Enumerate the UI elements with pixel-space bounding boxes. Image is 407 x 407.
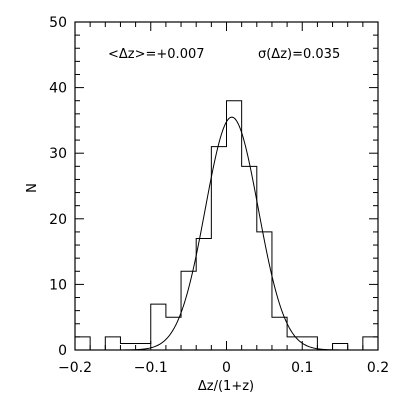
axis-ticks <box>74 21 379 351</box>
y-tick-labels: 0 10 20 30 40 50 <box>49 15 67 359</box>
x-tick-label: −0.2 <box>58 360 92 376</box>
x-tick-label: −0.1 <box>134 360 168 376</box>
histogram-steps <box>74 100 379 351</box>
y-tick-label: 10 <box>49 277 67 293</box>
gaussian-fit-curve <box>75 116 378 351</box>
x-tick-label: 0.2 <box>367 360 389 376</box>
y-tick-label: 0 <box>58 343 67 359</box>
x-tick-label: 0.1 <box>291 360 313 376</box>
y-tick-label: 30 <box>49 146 67 162</box>
x-tick-label: 0 <box>222 360 231 376</box>
y-tick-label: 20 <box>49 212 67 228</box>
x-tick-labels: −0.2 −0.1 0 0.1 0.2 <box>58 360 389 376</box>
mean-annotation: <Δz>=+0.007 <box>108 47 205 62</box>
y-axis-title: N <box>25 183 40 193</box>
y-tick-label: 40 <box>49 81 67 97</box>
plot-frame <box>74 21 379 351</box>
x-axis-title: Δz/(1+z) <box>198 379 254 394</box>
sigma-annotation: σ(Δz)=0.035 <box>258 47 340 62</box>
y-tick-label: 50 <box>49 15 67 31</box>
